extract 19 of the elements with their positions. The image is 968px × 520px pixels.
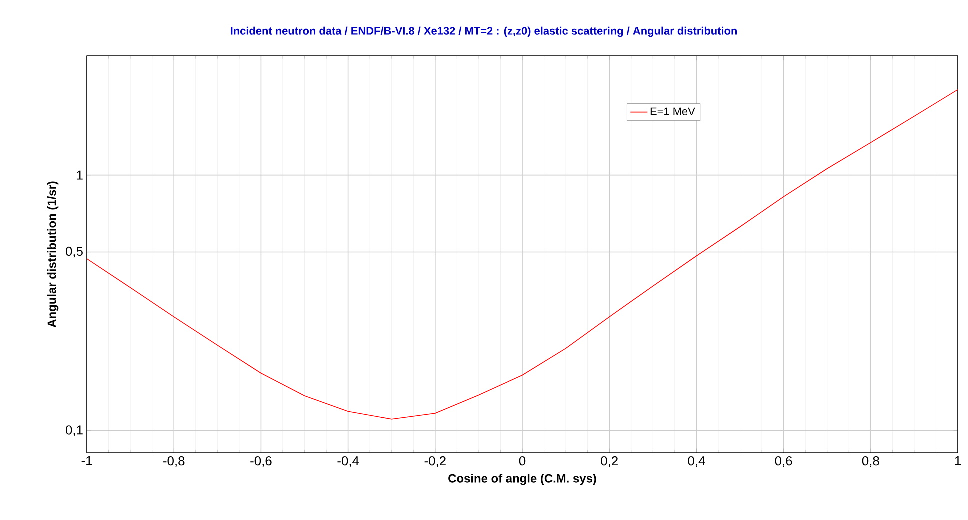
y-tick-label: 1 [77, 170, 83, 180]
x-tick-label: -0,2 [424, 456, 446, 468]
y-tick-label: 0,5 [66, 246, 83, 258]
x-tick-label: 0 [519, 456, 526, 466]
y-axis-title: Angular distribution (1/sr) [47, 182, 59, 328]
x-tick-label: 0,2 [601, 456, 618, 468]
x-axis-title: Cosine of angle (C.M. sys) [448, 474, 596, 486]
x-tick-label: -0,4 [338, 456, 360, 468]
x-tick-label: 0,6 [775, 456, 792, 468]
x-tick-label: 0,4 [688, 456, 706, 468]
x-tick-label: -0,8 [164, 456, 185, 468]
line-series [87, 89, 958, 420]
x-tick-label: -1 [82, 456, 92, 466]
x-tick-label: -0,6 [250, 456, 272, 468]
y-tick-label: 0,1 [66, 426, 83, 436]
chart-title: Incident neutron data / ENDF/B-VI.8 / Xe132 / MT=2 : (z,z0) elastic scattering / Angular distribution [231, 26, 737, 38]
legend-label: E=1 MeV [650, 108, 696, 116]
x-tick-label: 0,8 [862, 456, 880, 468]
x-tick-label: 1 [955, 456, 961, 466]
